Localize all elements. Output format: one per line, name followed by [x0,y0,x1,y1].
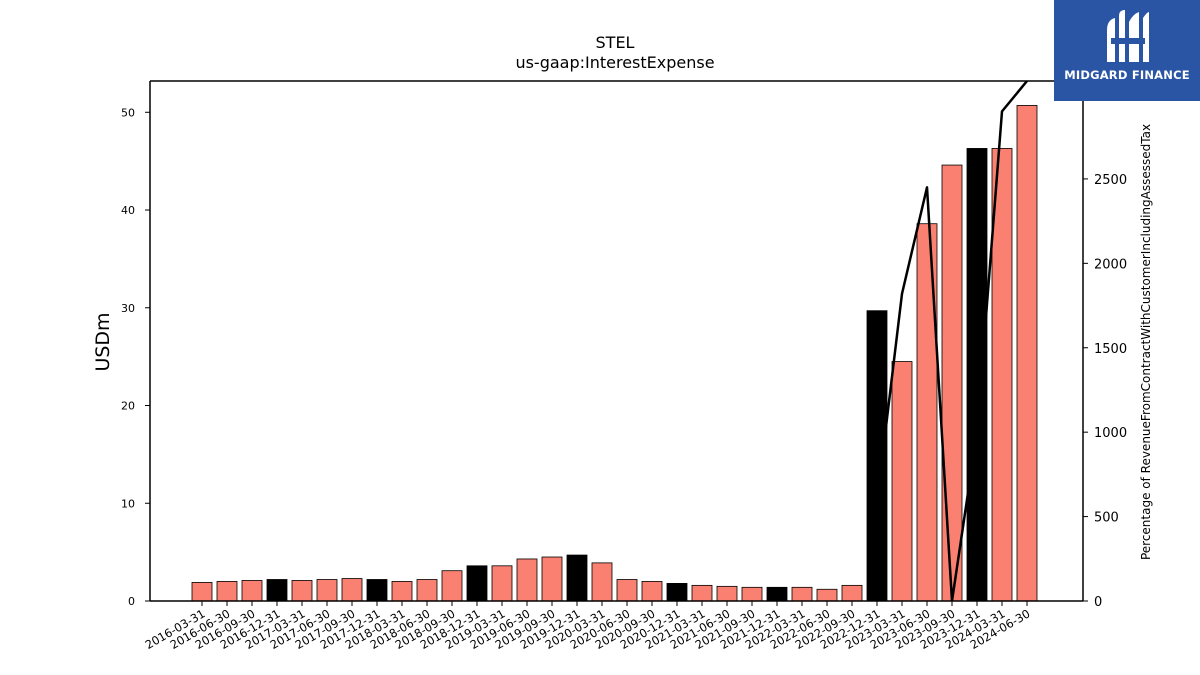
logo: MIDGARD FINANCE [1054,0,1200,101]
bar-2024-06-30 [1016,105,1038,602]
bar-2017-09-30 [341,578,363,602]
bar-2022-09-30 [841,584,863,602]
y-right-tick-label: 2500 [1094,173,1127,188]
bar-2021-09-30 [741,586,763,602]
bar-2017-03-31 [291,580,313,602]
logo-text: MIDGARD FINANCE [1064,68,1190,82]
y-right-tick-label: 1500 [1094,342,1127,357]
chart-title: STEL [596,33,635,52]
bar-2017-06-30 [316,579,338,602]
bar-2022-03-31 [791,586,813,602]
bar-2021-06-30 [716,585,738,602]
bar-2018-06-30 [416,579,438,602]
bar-2019-12-31 [566,554,588,602]
bar-2016-09-30 [241,580,263,602]
bar-2020-03-31 [591,562,613,602]
bar-2020-09-30 [641,581,663,602]
y-tick-label: 10 [121,497,135,510]
tick-labels: 01020304050050010001500200025002016-03-3… [121,106,1127,652]
bar-2021-03-31 [691,584,713,602]
y-right-tick-label: 1000 [1094,426,1127,441]
bar-2016-12-31 [266,579,288,602]
bars [191,105,1038,602]
y-axis-right-label: Percentage of RevenueFromContractWithCus… [1139,124,1153,560]
bar-2018-12-31 [466,565,488,602]
y-right-tick-label: 500 [1094,511,1119,526]
axes [149,80,1084,602]
bar-2023-12-31 [966,148,988,602]
bar-2021-12-31 [766,586,788,602]
y-tick-label: 30 [121,302,135,315]
y-tick-label: 40 [121,204,135,217]
bar-2016-03-31 [191,582,213,602]
bar-2019-09-30 [541,556,563,602]
bar-2019-06-30 [516,558,538,602]
bar-2018-03-31 [391,581,413,602]
revenue-pct-line [875,81,1028,601]
y-right-tick-label: 2000 [1094,257,1127,272]
y-tick-label: 0 [128,595,135,608]
y-tick-label: 20 [121,400,135,413]
y-tick-label: 50 [121,106,135,119]
bar-2023-09-30 [941,164,963,602]
bar-2020-12-31 [666,583,688,602]
y-right-tick-label: 0 [1094,595,1102,610]
bar-2018-09-30 [441,570,463,602]
bar-2023-06-30 [916,223,938,602]
bar-2020-06-30 [616,579,638,602]
y-axis-label: USDm [92,312,114,371]
bar-2023-03-31 [891,361,913,602]
revenue-pct-line-group [875,81,1028,601]
bar-2016-06-30 [216,581,238,602]
midgard-logo-icon [1107,10,1149,62]
chart-subtitle: us-gaap:InterestExpense [515,53,714,72]
bar-2022-06-30 [816,588,838,602]
bar-2019-03-31 [491,565,513,602]
bar-2017-12-31 [366,579,388,602]
bar-2022-12-31 [866,310,888,602]
